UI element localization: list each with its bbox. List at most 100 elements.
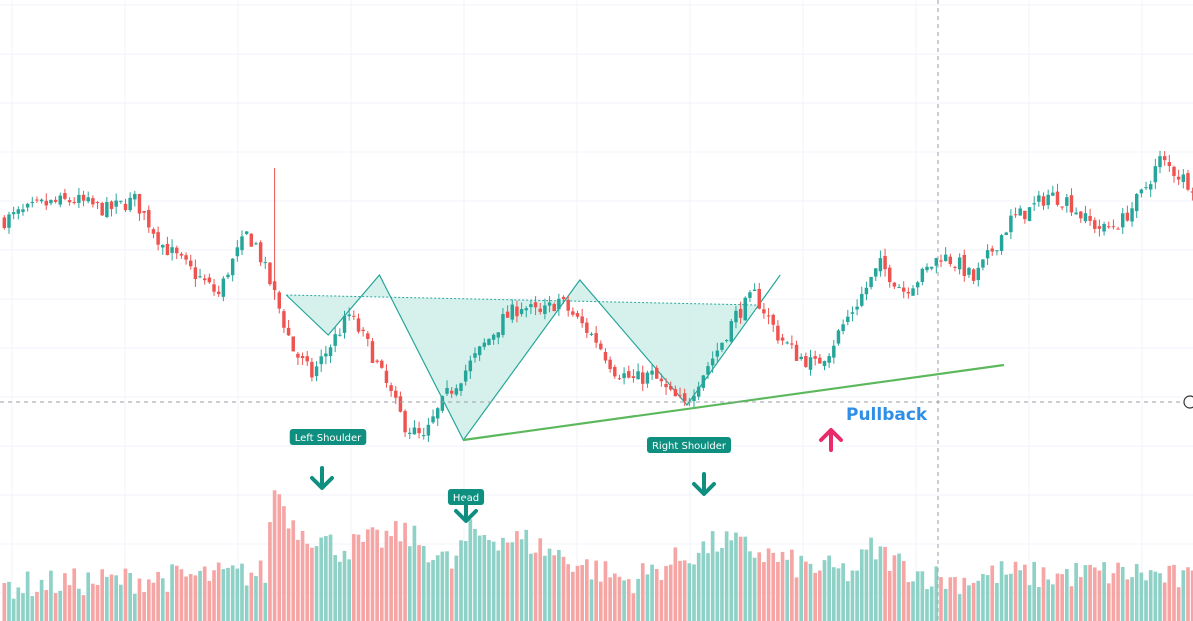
volume-bar (277, 494, 282, 621)
candle-body (878, 258, 883, 272)
candle-body (1125, 212, 1130, 221)
volume-bar (808, 563, 813, 621)
volume-bar (869, 537, 873, 621)
volume-bar (426, 562, 431, 621)
volume-bar (165, 591, 170, 621)
volume-bar (612, 573, 617, 621)
candle-body (627, 371, 631, 378)
volume-bar (1097, 570, 1102, 621)
volume-bar (244, 585, 249, 621)
volume-bar (319, 537, 324, 621)
volume-bar (496, 550, 501, 621)
candle-body (249, 233, 254, 247)
candle-body (1083, 213, 1088, 222)
volume-bar (883, 546, 887, 621)
volume-bar (100, 569, 105, 621)
volume-bar (598, 581, 603, 621)
volume-bar (272, 490, 277, 621)
left-shoulder-label: Left Shoulder (289, 429, 367, 445)
volume-bar (193, 575, 198, 621)
head-label: Head (447, 489, 485, 505)
candle-body (319, 356, 323, 365)
candle-body (496, 332, 501, 338)
candle-body (487, 338, 491, 345)
trendline (463, 363, 1005, 442)
candle-body (142, 211, 146, 213)
candle-body (1158, 156, 1162, 168)
volume-bar (1083, 565, 1088, 621)
candle-body (804, 356, 808, 367)
volume-bar (1009, 573, 1013, 621)
volume-bar (1069, 586, 1074, 621)
candle-body (734, 310, 738, 323)
candle-body (720, 342, 724, 350)
candle-body (137, 193, 142, 214)
volume-bar (594, 560, 598, 621)
candle-body (799, 356, 803, 360)
volume-bar (338, 561, 342, 621)
head-text: Head (453, 493, 479, 504)
volume-bar (743, 536, 748, 621)
candle-body (1139, 189, 1144, 194)
candle-body (678, 395, 682, 397)
volume-bar (347, 559, 351, 621)
volume-bar (929, 586, 934, 621)
volume-bar (887, 570, 892, 621)
volume-bar (729, 540, 734, 621)
volume-bar (16, 587, 21, 621)
candle-body (790, 343, 794, 345)
volume-bar (58, 590, 63, 621)
candle-body (990, 248, 994, 252)
volume-bar (1134, 564, 1139, 621)
candle-body (202, 278, 207, 281)
volume-bar (557, 549, 561, 621)
candle-body (860, 293, 864, 306)
volume-bar (757, 552, 762, 621)
volume-bar (608, 577, 612, 621)
candle-body (67, 200, 72, 203)
candle-body (1051, 192, 1055, 196)
volume-bar (1055, 573, 1060, 621)
candle-body (818, 357, 822, 364)
volume-bar (897, 553, 901, 621)
volume-bar (342, 550, 347, 621)
volume-bar (687, 563, 692, 621)
candle-body (35, 199, 39, 201)
volume-bar (724, 531, 729, 621)
candle-body (1065, 197, 1069, 206)
candle-body (599, 343, 603, 350)
candle-body (356, 318, 361, 332)
candle-body (310, 361, 314, 378)
candle-body (911, 288, 915, 296)
candle-body (412, 427, 417, 435)
volume-bar (235, 568, 240, 621)
volume-bar (1041, 567, 1046, 621)
volume-bar (804, 561, 808, 621)
candle-body (226, 274, 230, 278)
volume-bar (640, 563, 645, 621)
volume-bar (1060, 574, 1064, 621)
volume-bar (449, 568, 454, 621)
volume-bar (515, 531, 519, 621)
volume-bar (128, 573, 132, 621)
candle-body (538, 308, 542, 312)
volume-bar (873, 559, 878, 621)
volume-bar (985, 575, 990, 621)
volume-bar (878, 546, 883, 621)
volume-bar (174, 565, 179, 621)
candle-body (216, 291, 221, 295)
volume-bar (827, 555, 831, 621)
candle-body (524, 308, 528, 311)
volume-bar (505, 542, 510, 621)
volume-bar (1037, 587, 1041, 621)
volume-bar (533, 552, 538, 621)
candle-body (776, 325, 780, 341)
volume-bar (487, 540, 491, 621)
volume-bar (785, 559, 790, 621)
candle-body (1190, 191, 1193, 193)
volume-bar (417, 545, 421, 621)
candle-body (915, 282, 920, 288)
volume-bar (1064, 568, 1069, 621)
volume-bar (1111, 573, 1116, 621)
